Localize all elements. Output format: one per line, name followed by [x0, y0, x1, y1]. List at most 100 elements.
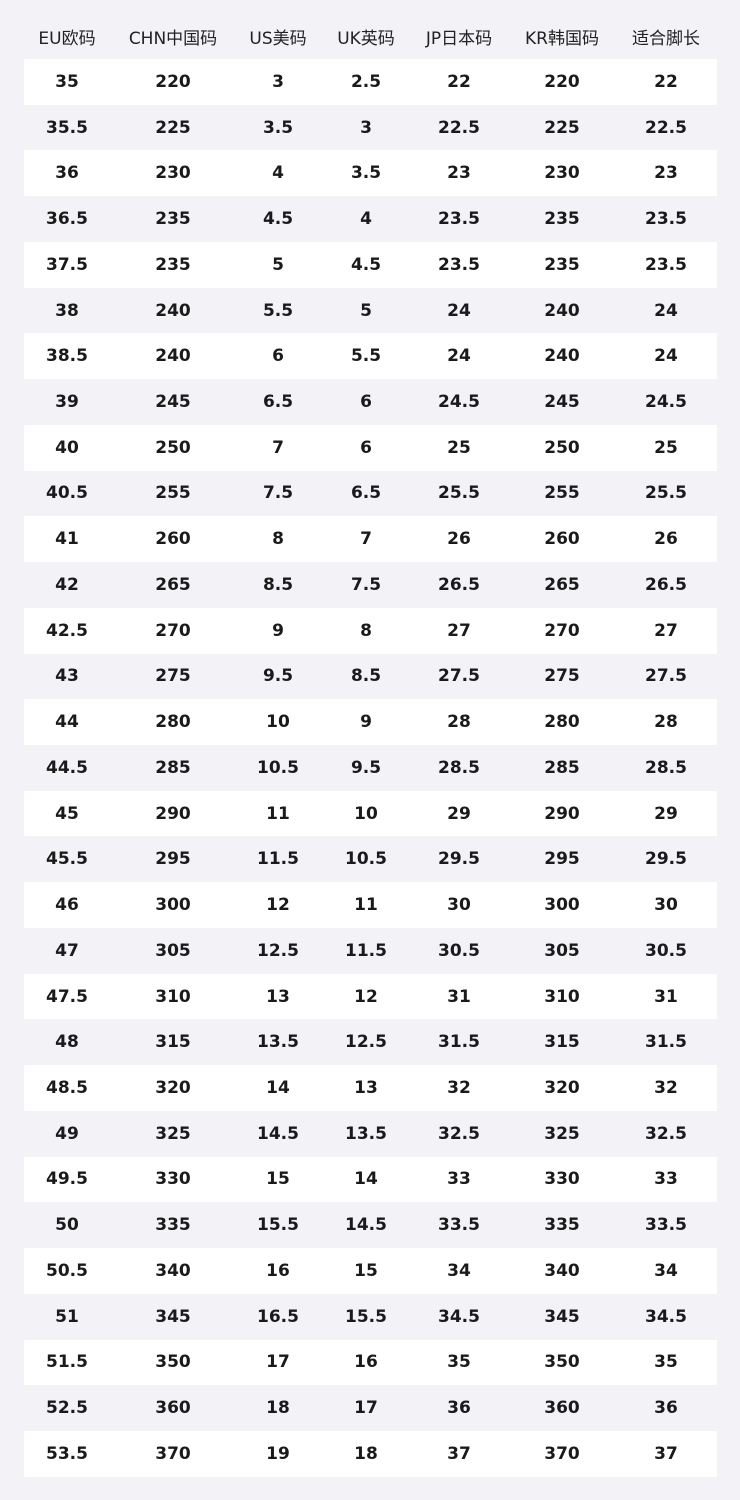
- cell-us: 13.5: [257, 1032, 299, 1053]
- cell-chn: 315: [155, 1032, 191, 1053]
- cell-foot-length: 28.5: [645, 757, 687, 778]
- cell-foot-length: 25: [654, 437, 678, 458]
- cell-kr: 370: [544, 1443, 580, 1464]
- cell-us: 14.5: [257, 1123, 299, 1144]
- cell-kr: 350: [544, 1352, 580, 1373]
- cell-chn: 240: [155, 346, 191, 367]
- cell-chn: 225: [155, 117, 191, 138]
- cell-foot-length: 34.5: [645, 1306, 687, 1327]
- header-eu: EU欧码: [38, 29, 96, 49]
- cell-uk: 11.5: [345, 940, 387, 961]
- cell-foot-length: 23: [654, 163, 678, 184]
- cell-jp: 33: [447, 1169, 471, 1190]
- cell-us: 10: [266, 712, 290, 733]
- cell-foot-length: 32: [654, 1078, 678, 1099]
- cell-foot-length: 31: [654, 986, 678, 1007]
- cell-foot-length: 35: [654, 1352, 678, 1373]
- cell-uk: 2.5: [350, 71, 382, 92]
- cell-uk: 7: [360, 529, 372, 550]
- cell-eu: 35: [55, 71, 79, 92]
- header-uk: UK英码: [337, 29, 395, 49]
- cell-eu: 38.5: [46, 346, 88, 367]
- cell-us: 8.5: [262, 574, 294, 595]
- cell-chn: 370: [155, 1443, 191, 1464]
- cell-foot-length: 29: [654, 803, 678, 824]
- cell-jp: 31.5: [438, 1032, 480, 1053]
- cell-us: 3.5: [262, 117, 294, 138]
- table-row: 45 290 11 10 29 290 29: [24, 790, 717, 837]
- table-row: 36.5 235 4.5 4 23.5 235 23.5: [24, 196, 717, 242]
- cell-chn: 360: [155, 1398, 191, 1419]
- cell-jp: 29.5: [438, 849, 480, 870]
- cell-us: 7: [272, 437, 284, 458]
- cell-eu: 43: [55, 666, 79, 687]
- cell-uk: 9.5: [350, 757, 382, 778]
- cell-eu: 36: [55, 163, 79, 184]
- table-row: 48 315 13.5 12.5 31.5 315 31.5: [24, 1019, 717, 1065]
- table-header: EU欧码 CHN中国码 US美码 UK英码 JP日本码 KR韩国码 适合脚长: [24, 14, 717, 59]
- cell-eu: 45: [55, 803, 79, 824]
- cell-chn: 325: [155, 1123, 191, 1144]
- cell-us: 7.5: [262, 483, 294, 504]
- cell-kr: 345: [544, 1306, 580, 1327]
- cell-us: 13: [266, 986, 290, 1007]
- cell-foot-length: 31.5: [645, 1032, 687, 1053]
- table-row: 50.5 340 16 15 34 340 34: [24, 1248, 717, 1294]
- cell-eu: 47: [55, 940, 79, 961]
- cell-us: 18: [266, 1398, 290, 1419]
- cell-eu: 41: [55, 529, 79, 550]
- cell-kr: 275: [544, 666, 580, 687]
- cell-kr: 285: [544, 757, 580, 778]
- cell-foot-length: 23.5: [645, 209, 687, 230]
- table-row: 37.5 235 5 4.5 23.5 235 23.5: [24, 241, 717, 288]
- cell-foot-length: 23.5: [645, 254, 687, 275]
- cell-jp: 26: [447, 529, 471, 550]
- cell-uk: 4.5: [350, 254, 382, 275]
- cell-foot-length: 25.5: [645, 483, 687, 504]
- cell-foot-length: 26: [654, 529, 678, 550]
- cell-uk: 14: [354, 1169, 378, 1190]
- cell-chn: 300: [155, 895, 191, 916]
- cell-jp: 24: [447, 300, 471, 321]
- cell-chn: 330: [155, 1169, 191, 1190]
- cell-jp: 37: [447, 1443, 471, 1464]
- table-row: 35 220 3 2.5 22 220 22: [24, 59, 717, 105]
- cell-kr: 240: [544, 300, 580, 321]
- cell-us: 19: [266, 1443, 290, 1464]
- table-row: 43 275 9.5 8.5 27.5 275 27.5: [24, 654, 717, 700]
- cell-uk: 7.5: [350, 574, 382, 595]
- cell-jp: 29: [447, 803, 471, 824]
- cell-uk: 3: [360, 117, 372, 138]
- cell-eu: 44.5: [46, 757, 88, 778]
- cell-us: 14: [266, 1078, 290, 1099]
- cell-jp: 28.5: [438, 757, 480, 778]
- cell-eu: 48.5: [46, 1078, 88, 1099]
- cell-chn: 235: [155, 254, 191, 275]
- cell-jp: 32.5: [438, 1123, 480, 1144]
- cell-jp: 34: [447, 1260, 471, 1281]
- cell-eu: 40.5: [46, 483, 88, 504]
- cell-chn: 340: [155, 1260, 191, 1281]
- cell-uk: 13.5: [345, 1123, 387, 1144]
- cell-jp: 35: [447, 1352, 471, 1373]
- cell-eu: 42: [55, 574, 79, 595]
- cell-foot-length: 22.5: [645, 117, 687, 138]
- cell-eu: 36.5: [46, 209, 88, 230]
- cell-kr: 310: [544, 986, 580, 1007]
- cell-uk: 18: [354, 1443, 378, 1464]
- cell-chn: 260: [155, 529, 191, 550]
- cell-us: 11.5: [257, 849, 299, 870]
- cell-kr: 320: [544, 1078, 580, 1099]
- cell-eu: 49.5: [46, 1169, 88, 1190]
- cell-chn: 250: [155, 437, 191, 458]
- cell-chn: 235: [155, 209, 191, 230]
- table-row: 38 240 5.5 5 24 240 24: [24, 288, 717, 334]
- cell-eu: 49: [55, 1123, 79, 1144]
- cell-kr: 230: [544, 163, 580, 184]
- cell-kr: 270: [544, 620, 580, 641]
- cell-us: 6: [272, 346, 284, 367]
- cell-kr: 360: [544, 1398, 580, 1419]
- cell-us: 9: [272, 620, 284, 641]
- cell-chn: 245: [155, 392, 191, 412]
- cell-us: 6.5: [262, 392, 294, 412]
